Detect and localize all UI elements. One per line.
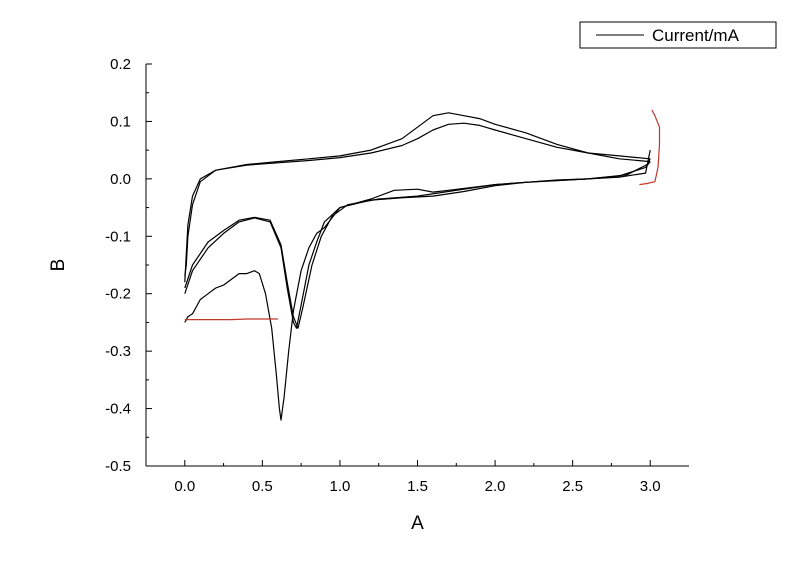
series-line-segment <box>184 122 651 277</box>
legend-label: Current/mA <box>652 26 740 45</box>
y-tick-label: -0.5 <box>105 458 131 475</box>
y-tick-label: 0.2 <box>110 56 131 73</box>
x-tick-label: 0.5 <box>252 478 273 495</box>
legend: Current/mA <box>579 21 777 49</box>
series-line-segment <box>184 158 651 329</box>
series-line-segment <box>639 109 661 186</box>
y-tick-label: -0.3 <box>105 343 131 360</box>
y-tick-label: -0.1 <box>105 228 131 245</box>
x-tick-label: 1.5 <box>407 478 428 495</box>
series-line-segment <box>184 112 651 283</box>
y-tick-label: -0.2 <box>105 286 131 303</box>
y-axis-title: B <box>48 259 69 272</box>
series-line-segment <box>184 149 651 421</box>
y-tick-label: 0.0 <box>110 171 131 188</box>
series-line-segment <box>184 161 651 329</box>
series-line-segment <box>184 318 278 321</box>
y-tick-label: -0.4 <box>105 401 131 418</box>
x-axis-title: A <box>411 513 424 534</box>
y-tick-label: 0.1 <box>110 113 131 130</box>
series-layer <box>184 109 661 421</box>
ticks-layer: 0.0 0.5 1.0 1.5 2.0 2.5 3.0 -0.5 -0.4 -0.3 -0.2 -0.… <box>105 56 661 495</box>
x-tick-label: 0.0 <box>174 478 195 495</box>
x-tick-label: 3.0 <box>640 478 661 495</box>
x-tick-label: 1.0 <box>329 478 350 495</box>
x-tick-label: 2.0 <box>485 478 506 495</box>
x-tick-label: 2.5 <box>562 478 583 495</box>
axes-frame <box>145 64 689 467</box>
